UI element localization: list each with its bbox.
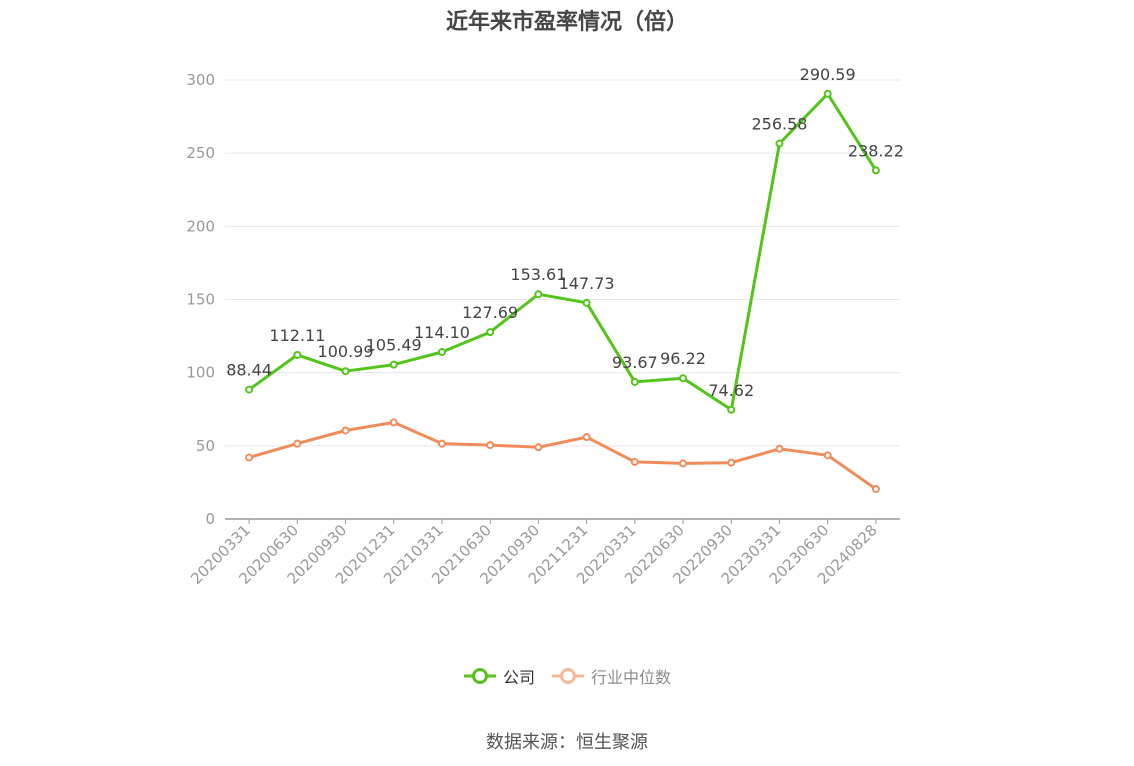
- data-label: 153.61: [510, 265, 566, 284]
- legend-item-company[interactable]: 公司: [463, 664, 535, 688]
- data-point-0[interactable]: [823, 89, 832, 98]
- data-point-1[interactable]: [437, 439, 446, 448]
- data-point-0[interactable]: [437, 348, 446, 357]
- data-point-1[interactable]: [727, 458, 736, 467]
- data-label: 93.67: [612, 353, 658, 372]
- legend-company-label: 公司: [502, 668, 535, 687]
- data-label: 147.73: [559, 274, 615, 293]
- data-label: 96.22: [660, 349, 706, 368]
- y-tick-label: 50: [196, 437, 215, 455]
- data-point-1[interactable]: [630, 457, 639, 466]
- series-line-0: [248, 92, 878, 412]
- legend: 公司 行业中位数: [0, 664, 1134, 688]
- data-source: 数据来源：恒生聚源: [486, 732, 648, 753]
- data-point-1[interactable]: [871, 485, 880, 494]
- legend-industry-marker-icon: [552, 668, 584, 684]
- y-tick-label: 150: [186, 291, 215, 309]
- data-point-0[interactable]: [871, 166, 880, 175]
- data-label: 256.58: [751, 115, 807, 134]
- chart-title: 近年来市盈率情况（倍）: [445, 10, 688, 35]
- data-label: 112.11: [269, 326, 325, 345]
- data-point-1[interactable]: [582, 433, 591, 442]
- data-label: 114.10: [414, 323, 470, 342]
- data-label: 100.99: [318, 342, 374, 361]
- y-tick-label: 0: [205, 510, 215, 528]
- legend-item-industry[interactable]: 行业中位数: [551, 664, 671, 688]
- data-point-0[interactable]: [775, 139, 784, 148]
- data-point-0[interactable]: [245, 385, 254, 394]
- data-point-1[interactable]: [679, 459, 688, 468]
- data-label: 105.49: [366, 336, 422, 355]
- data-label: 88.44: [226, 361, 272, 380]
- y-tick-label: 100: [186, 364, 215, 382]
- data-label: 238.22: [848, 141, 904, 160]
- legend-industry-label: 行业中位数: [591, 668, 672, 687]
- data-point-0[interactable]: [293, 350, 302, 359]
- y-tick-label: 300: [186, 71, 215, 89]
- data-point-0[interactable]: [389, 360, 398, 369]
- data-point-0[interactable]: [582, 298, 591, 307]
- data-label: 127.69: [462, 303, 518, 322]
- data-point-0[interactable]: [534, 290, 543, 299]
- data-point-0[interactable]: [341, 367, 350, 376]
- data-point-1[interactable]: [341, 426, 350, 435]
- data-point-1[interactable]: [534, 443, 543, 452]
- y-tick-label: 250: [186, 144, 215, 162]
- data-point-1[interactable]: [775, 444, 784, 453]
- data-point-0[interactable]: [679, 374, 688, 383]
- data-point-0[interactable]: [630, 377, 639, 386]
- series-line-1: [248, 420, 877, 491]
- data-point-0[interactable]: [486, 328, 495, 337]
- data-point-1[interactable]: [823, 451, 832, 460]
- data-point-1[interactable]: [389, 418, 398, 427]
- y-tick-label: 200: [186, 217, 215, 235]
- data-label: 290.59: [800, 65, 856, 84]
- data-point-1[interactable]: [486, 441, 495, 450]
- legend-company-marker-icon: [463, 668, 496, 684]
- data-label: 74.62: [708, 381, 754, 400]
- data-point-0[interactable]: [727, 405, 736, 414]
- data-point-1[interactable]: [245, 453, 254, 462]
- data-point-1[interactable]: [293, 439, 302, 448]
